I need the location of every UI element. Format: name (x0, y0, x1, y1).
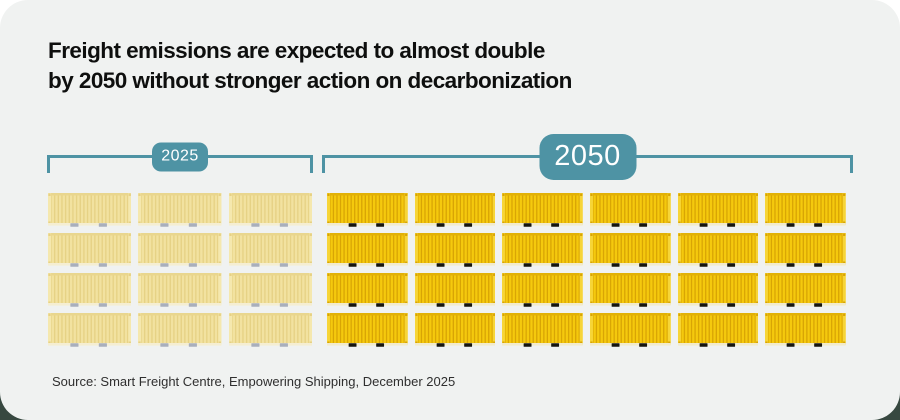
shipping-container-icon (228, 233, 312, 267)
shipping-container-icon (677, 193, 759, 227)
container-grid-2025 (48, 193, 312, 347)
pictogram-group-2025: 2025 (47, 142, 313, 347)
shipping-container-icon (138, 273, 222, 307)
shipping-container-icon (414, 273, 496, 307)
shipping-container-icon (48, 313, 132, 347)
shipping-container-icon (414, 233, 496, 267)
chart-title-line1: Freight emissions are expected to almost… (48, 38, 545, 63)
bracket-2050: 2050 (322, 133, 853, 180)
shipping-container-icon (502, 193, 583, 227)
shipping-container-icon (48, 233, 132, 267)
shipping-container-icon (589, 233, 671, 267)
shipping-container-icon (327, 233, 408, 267)
source-note: Source: Smart Freight Centre, Empowering… (52, 374, 456, 389)
shipping-container-icon (327, 273, 408, 307)
year-badge-2025: 2025 (152, 142, 208, 171)
shipping-container-icon (765, 193, 846, 227)
shipping-container-icon (765, 233, 846, 267)
shipping-container-icon (228, 313, 312, 347)
shipping-container-icon (48, 273, 132, 307)
shipping-container-icon (765, 313, 846, 347)
chart-title: Freight emissions are expected to almost… (48, 36, 572, 96)
shipping-container-icon (228, 273, 312, 307)
shipping-container-icon (48, 193, 132, 227)
shipping-container-icon (589, 313, 671, 347)
shipping-container-icon (589, 193, 671, 227)
shipping-container-icon (138, 313, 222, 347)
shipping-container-icon (138, 193, 222, 227)
shipping-container-icon (502, 313, 583, 347)
pictogram-group-2050: 2050 (322, 133, 853, 347)
shipping-container-icon (677, 313, 759, 347)
shipping-container-icon (677, 233, 759, 267)
shipping-container-icon (677, 273, 759, 307)
container-grid-2050 (327, 193, 846, 347)
shipping-container-icon (327, 313, 408, 347)
shipping-container-icon (502, 273, 583, 307)
chart-title-line2: by 2050 without stronger action on decar… (48, 68, 572, 93)
shipping-container-icon (228, 193, 312, 227)
shipping-container-icon (502, 233, 583, 267)
shipping-container-icon (327, 193, 408, 227)
shipping-container-icon (765, 273, 846, 307)
shipping-container-icon (589, 273, 671, 307)
shipping-container-icon (138, 233, 222, 267)
shipping-container-icon (414, 193, 496, 227)
shipping-container-icon (414, 313, 496, 347)
bracket-2025: 2025 (47, 142, 313, 173)
year-badge-2050: 2050 (539, 133, 636, 180)
